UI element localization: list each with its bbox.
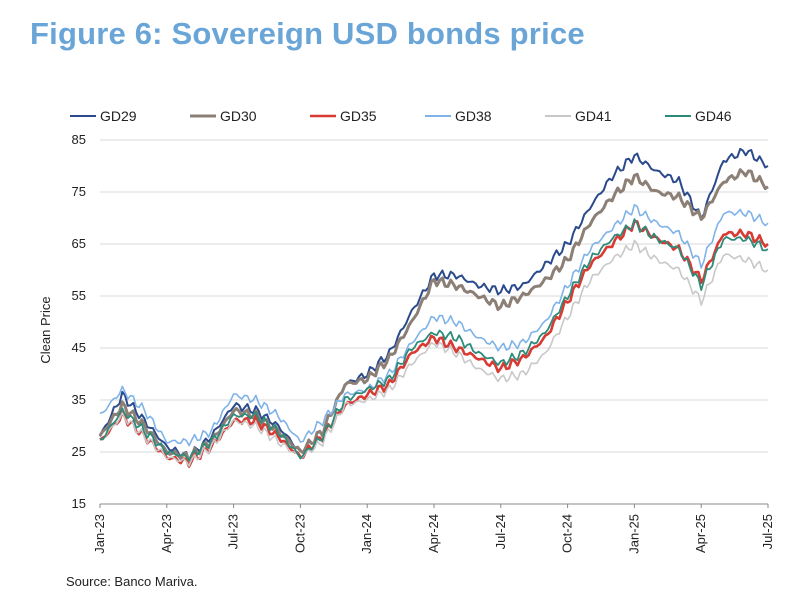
series-line-gd46 — [99, 218, 769, 462]
y-tick-label: 85 — [72, 132, 86, 147]
y-tick-label: 65 — [72, 236, 86, 251]
y-axis-label: Clean Price — [38, 296, 53, 363]
y-tick-label: 35 — [72, 392, 86, 407]
x-tick-label: Jan-23 — [92, 514, 107, 554]
series-line-gd30 — [98, 168, 769, 463]
x-tick-label: Jul-25 — [760, 514, 775, 549]
legend-label-gd29: GD29 — [100, 108, 137, 124]
page-title: Figure 6: Sovereign USD bonds price — [30, 16, 585, 51]
legend-label-gd41: GD41 — [575, 108, 612, 124]
x-axis: Jan-23 Apr-23 Jul-23 Oct-23 Jan-24 Apr-24 Jul-… — [92, 504, 775, 554]
x-tick-label: Jul-23 — [226, 514, 241, 549]
grid — [100, 139, 768, 505]
y-axis: 15 25 35 45 55 65 75 85 — [72, 132, 86, 511]
series-lines — [98, 147, 769, 468]
legend-label-gd38: GD38 — [455, 108, 492, 124]
y-tick-label: 55 — [72, 288, 86, 303]
y-tick-label: 45 — [72, 340, 86, 355]
legend-label-gd35: GD35 — [340, 108, 377, 124]
legend-label-gd46: GD46 — [695, 108, 732, 124]
x-tick-label: Apr-25 — [693, 514, 708, 553]
y-tick-label: 75 — [72, 184, 86, 199]
legend-label-gd30: GD30 — [220, 108, 257, 124]
series-line-gd29 — [99, 147, 769, 462]
x-tick-label: Jan-24 — [359, 514, 374, 554]
source-note: Source: Banco Mariva. — [66, 574, 198, 589]
x-tick-label: Apr-23 — [159, 514, 174, 553]
y-tick-label: 25 — [72, 444, 86, 459]
legend: GD29 GD30 GD35 GD38 GD41 GD46 — [70, 108, 732, 124]
x-tick-label: Oct-24 — [560, 514, 575, 553]
x-tick-label: Oct-23 — [292, 514, 307, 553]
series-line-gd38 — [99, 204, 769, 447]
x-tick-label: Jul-24 — [493, 514, 508, 549]
x-tick-label: Jan-25 — [626, 514, 641, 554]
y-tick-label: 15 — [72, 496, 86, 511]
series-line-gd41 — [99, 239, 769, 467]
x-tick-label: Apr-24 — [426, 514, 441, 553]
